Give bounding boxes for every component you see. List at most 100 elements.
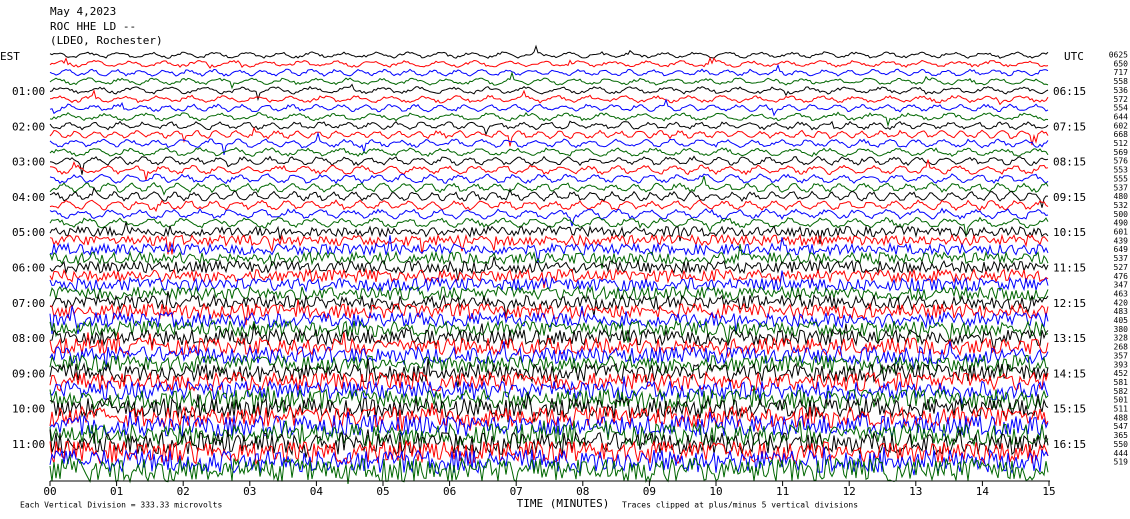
trace [49,420,1049,447]
utc-label: 13:15 [1053,332,1086,345]
utc-label: 06:15 [1053,85,1086,98]
utc-label: 09:15 [1053,191,1086,204]
trace-level: 601 [1114,228,1129,237]
trace [49,447,1049,476]
x-tick-label: 07 [510,485,523,498]
network: (LDEO, Rochester) [50,34,163,47]
trace [49,126,1049,147]
trace-level: 602 [1114,121,1129,130]
trace-level: 572 [1114,95,1129,104]
trace [49,299,1049,326]
trace-level: 488 [1114,413,1129,422]
utc-label: 07:15 [1053,120,1086,133]
trace-level: 365 [1114,431,1129,440]
trace-level: 668 [1114,130,1129,139]
trace-level: 569 [1114,148,1129,157]
trace [49,199,1049,213]
x-tick-label: 12 [843,485,856,498]
est-label: 05:00 [12,226,45,239]
trace [49,83,1049,102]
trace [49,323,1049,352]
est-label: 08:00 [12,332,45,345]
trace-level: 581 [1114,378,1129,387]
trace [49,358,1049,387]
x-tick-label: 13 [909,485,922,498]
trace [49,147,1049,158]
trace [49,233,1049,255]
utc-label: 10:15 [1053,226,1086,239]
trace [49,411,1049,438]
trace [49,155,1049,175]
trace [49,98,1049,117]
trace [49,44,1049,59]
trace-level: 650 [1114,59,1129,68]
trace [49,439,1049,466]
x-tick-label: 10 [709,485,722,498]
est-label: 11:00 [12,438,45,451]
trace [49,173,1049,185]
clip-note: Traces clipped at plus/minus 5 vertical … [622,501,858,510]
trace [49,159,1049,181]
trace-level: 536 [1114,86,1129,95]
trace-level: 500 [1114,210,1129,219]
est-label: 01:00 [12,85,45,98]
utc-title: UTC [1064,50,1084,63]
trace [49,207,1049,227]
x-tick-label: 03 [243,485,256,498]
trace-level: 0625 [1109,51,1128,60]
trace [49,267,1049,289]
trace [49,111,1049,128]
utc-label: 16:15 [1053,438,1086,451]
trace-level: 576 [1114,157,1129,166]
trace [49,175,1049,196]
trace [49,353,1049,379]
trace [49,222,1049,245]
trace-level: 649 [1114,245,1129,254]
trace [49,332,1049,359]
trace-level: 357 [1114,351,1129,360]
trace-level: 554 [1114,104,1129,113]
x-tick-label: 09 [643,485,656,498]
trace [49,216,1049,237]
trace-level: 553 [1114,166,1129,175]
est-title: EST [0,50,20,63]
x-tick-label: 04 [310,485,324,498]
date: May 4,2023 [50,5,116,18]
trace [49,56,1049,69]
trace [49,120,1049,136]
utc-label: 14:15 [1053,367,1086,380]
trace-level: 582 [1114,387,1129,396]
trace-level: 480 [1114,192,1129,201]
x-tick-label: 01 [110,485,123,498]
utc-label: 11:15 [1053,262,1086,275]
scale-note: Each Vertical Division = 333.33 microvol… [20,501,222,510]
trace [49,89,1049,106]
x-tick-label: 15 [1042,485,1055,498]
trace-level: 555 [1114,174,1129,183]
x-title: TIME (MINUTES) [517,497,610,510]
x-tick-label: 05 [376,485,389,498]
trace-level: 405 [1114,316,1129,325]
trace [49,63,1049,77]
trace [49,235,1049,264]
trace-level: 644 [1114,112,1129,121]
trace [49,392,1049,423]
trace-level: 347 [1114,281,1129,290]
x-tick-label: 08 [576,485,589,498]
trace-level: 476 [1114,272,1129,281]
trace [49,305,1049,334]
est-label: 02:00 [12,120,45,133]
traces [49,44,1049,485]
utc-label: 08:15 [1053,156,1086,169]
trace-level: 717 [1114,68,1129,77]
utc-label: 12:15 [1053,297,1086,310]
trace-level: 537 [1114,254,1129,263]
trace-level: 483 [1114,307,1129,316]
est-label: 07:00 [12,297,45,310]
trace [49,370,1049,393]
trace [49,319,1049,343]
trace [49,244,1049,269]
trace [49,285,1049,302]
trace-level: 512 [1114,139,1129,148]
